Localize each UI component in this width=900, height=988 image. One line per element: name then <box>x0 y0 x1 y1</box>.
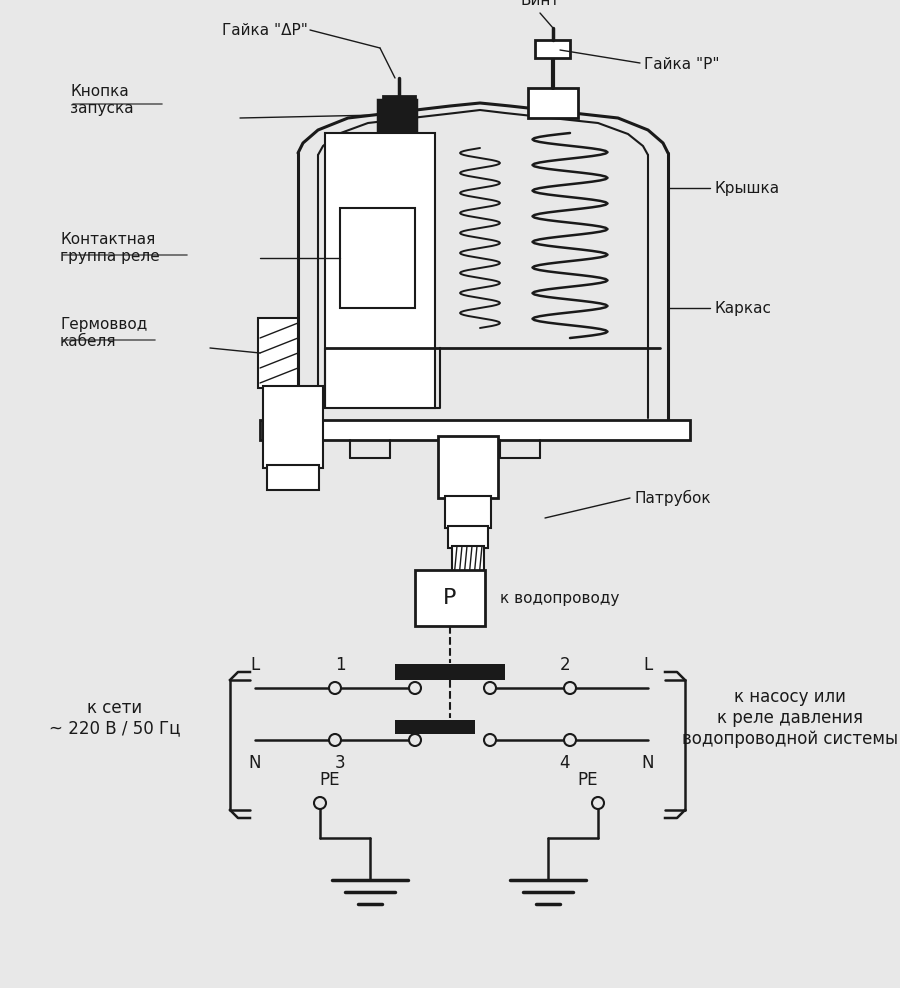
Text: Кнопка
запуска: Кнопка запуска <box>70 84 133 117</box>
Text: Патрубок: Патрубок <box>635 490 712 506</box>
Text: PE: PE <box>320 771 340 789</box>
Text: к насосу или
к реле давления
водопроводной системы: к насосу или к реле давления водопроводн… <box>682 689 898 748</box>
Bar <box>383 96 415 118</box>
Circle shape <box>409 682 421 694</box>
Bar <box>340 208 415 308</box>
Circle shape <box>564 682 576 694</box>
Text: Контактная
группа реле: Контактная группа реле <box>60 232 160 264</box>
Bar <box>267 465 319 490</box>
Circle shape <box>329 734 341 746</box>
Text: Гайка "P": Гайка "P" <box>644 56 719 71</box>
Circle shape <box>592 797 604 809</box>
Text: L: L <box>250 656 259 674</box>
Text: Винт: Винт <box>520 0 560 8</box>
Bar <box>528 88 578 118</box>
Bar <box>448 526 488 548</box>
Circle shape <box>484 682 496 694</box>
Bar <box>395 664 505 680</box>
Bar <box>438 436 498 498</box>
Text: 3: 3 <box>335 754 346 772</box>
Bar <box>263 386 323 468</box>
Circle shape <box>329 682 341 694</box>
Text: к сети
~ 220 В / 50 Гц: к сети ~ 220 В / 50 Гц <box>50 699 181 737</box>
Text: 4: 4 <box>560 754 571 772</box>
Bar <box>378 100 416 130</box>
Text: Гермоввод
кабеля: Гермоввод кабеля <box>60 317 148 349</box>
Text: Каркас: Каркас <box>715 300 772 315</box>
Bar <box>395 720 475 734</box>
Bar <box>260 420 690 440</box>
Text: Крышка: Крышка <box>715 181 780 196</box>
Text: N: N <box>248 754 261 772</box>
Text: Гайка "ΔP": Гайка "ΔP" <box>222 23 308 38</box>
Bar <box>535 40 570 58</box>
Text: N: N <box>642 754 654 772</box>
Text: P: P <box>444 588 456 608</box>
Text: 2: 2 <box>560 656 571 674</box>
Circle shape <box>314 797 326 809</box>
Circle shape <box>409 734 421 746</box>
Text: L: L <box>644 656 652 674</box>
Text: PE: PE <box>578 771 599 789</box>
Bar <box>452 546 484 588</box>
Bar <box>258 318 298 388</box>
Text: 1: 1 <box>335 656 346 674</box>
Circle shape <box>564 734 576 746</box>
Bar <box>325 133 435 408</box>
Bar <box>445 496 491 528</box>
Circle shape <box>484 734 496 746</box>
Bar <box>415 570 485 626</box>
Text: к водопроводу: к водопроводу <box>500 591 619 606</box>
